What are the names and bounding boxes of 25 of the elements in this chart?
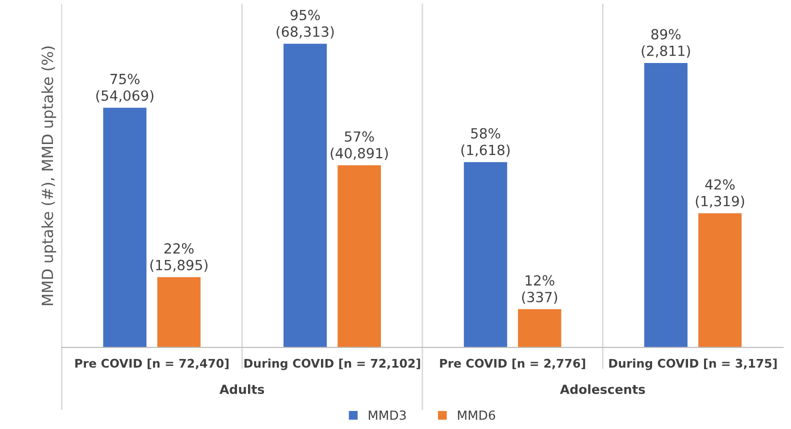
bar: [464, 162, 508, 348]
bar: [157, 277, 201, 348]
data-label: 75% (54,069): [96, 74, 154, 102]
x-tick-label: Pre COVID [n = 72,470]: [75, 358, 228, 370]
data-label: 12% (337): [522, 275, 558, 304]
y-axis-title: MMD uptake (#), MMD uptake (%): [41, 46, 56, 306]
bar: [338, 165, 381, 348]
legend-label: MMD3: [368, 410, 406, 420]
bar: [284, 44, 327, 348]
bar: [698, 213, 742, 348]
data-label: 42% (1,319): [696, 179, 744, 208]
data-label: 57% (40,891): [330, 131, 388, 160]
bar: [644, 62, 688, 348]
legend-label: MMD6: [458, 410, 496, 420]
text: Adolescents: [560, 384, 645, 394]
data-label: 22% (15,895): [150, 243, 208, 272]
x-tick-label: Pre COVID [n = 2,776]: [440, 358, 586, 370]
bar: [103, 108, 146, 348]
bar: [518, 309, 562, 348]
data-label: 89% (2,811): [642, 28, 690, 58]
x-tick-label: During COVID [n = 3,175]: [609, 358, 777, 370]
data-label: 58% (1,618): [461, 128, 510, 157]
x-tick-label: During COVID [n = 72,102]: [244, 358, 420, 370]
data-label: 95% (68,313): [276, 10, 334, 39]
text: Adults: [219, 384, 264, 394]
